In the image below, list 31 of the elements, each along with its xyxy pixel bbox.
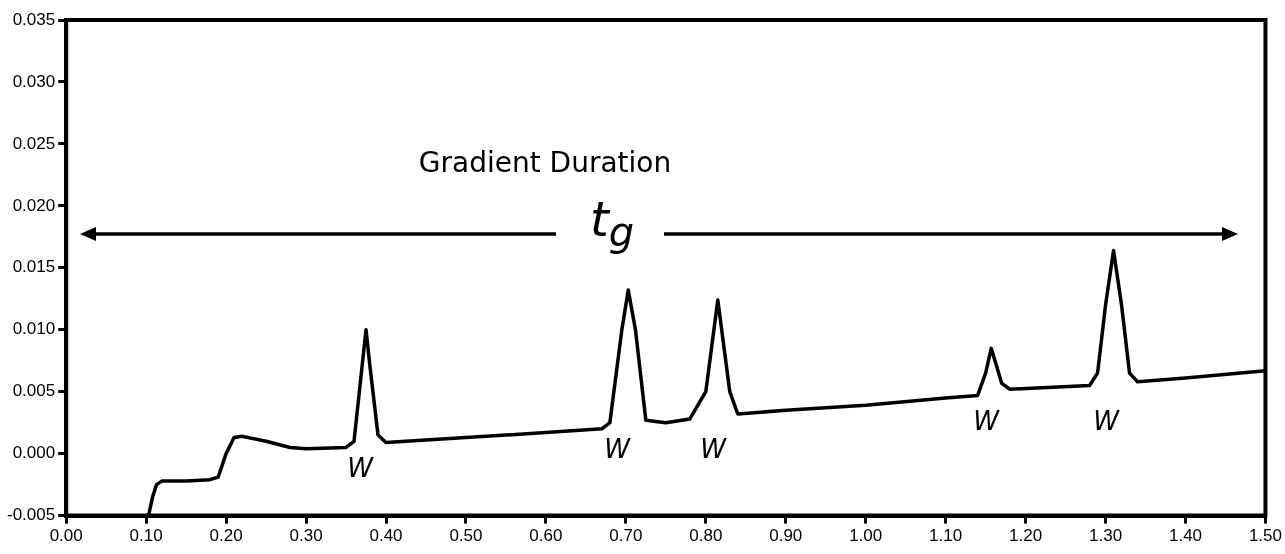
y-tick-label: 0.015 (12, 257, 56, 277)
y-tick-label: 0.005 (12, 381, 56, 401)
x-tick-label: 0.10 (129, 526, 163, 546)
x-tick-label: 0.50 (449, 526, 483, 546)
x-tick-label: 0.20 (209, 526, 243, 546)
y-tick-label: 0.030 (12, 71, 56, 91)
x-tick-label: 1.00 (849, 526, 883, 546)
y-tick-label: 0.010 (12, 319, 56, 339)
annotation: W (973, 405, 1001, 436)
x-tick-label: 0.00 (49, 526, 83, 546)
y-tick-label: 0.000 (12, 443, 56, 463)
y-tick-label: 0.020 (12, 195, 56, 215)
x-tick-label: 0.80 (689, 526, 723, 546)
x-tick-label: 0.60 (529, 526, 563, 546)
x-tick-label: 1.40 (1168, 526, 1203, 546)
annotation: W (1093, 405, 1121, 436)
y-tick-label: -0.005 (7, 505, 56, 525)
x-tick-label: 0.40 (369, 526, 403, 546)
x-tick-label: 1.50 (1248, 526, 1282, 546)
y-tick-label: 0.025 (12, 133, 56, 153)
x-tick-label: 1.10 (929, 526, 963, 546)
x-tick-label: 0.30 (289, 526, 323, 546)
y-tick-label: 0.035 (12, 9, 56, 29)
x-tick-label: 1.30 (1089, 526, 1123, 546)
x-tick-label: 1.20 (1009, 526, 1043, 546)
annotation: W (604, 433, 632, 464)
annotation: W (347, 452, 375, 483)
annotation: W (700, 433, 728, 464)
annotation: Gradient Duration (418, 146, 672, 180)
x-tick-label: 0.70 (609, 526, 643, 546)
x-tick-label: 0.90 (769, 526, 803, 546)
